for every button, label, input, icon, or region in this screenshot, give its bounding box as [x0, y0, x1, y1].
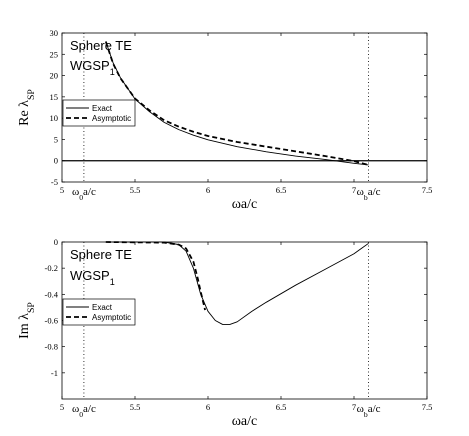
y-tick-label: -0.4 — [45, 289, 59, 299]
series-line-exact — [105, 241, 369, 325]
x-tick-label: 7.5 — [422, 185, 433, 195]
legend-box — [62, 99, 136, 127]
series-line-exact — [105, 41, 369, 166]
threshold-marker-label: ωba/c — [357, 403, 381, 419]
y-tick-label: -1 — [51, 368, 58, 378]
y-tick-label: 20 — [50, 71, 59, 81]
legend-label-asymptotic: Asymptotic — [92, 313, 131, 322]
annotation-wgsp: WGSP1 — [70, 268, 115, 287]
x-tick-label: 7 — [352, 185, 356, 195]
y-tick-label: -0.6 — [45, 316, 58, 326]
threshold-marker-label: ω0a/c — [72, 403, 96, 419]
x-tick-label: 6 — [206, 185, 210, 195]
threshold-marker-label: ω0a/c — [72, 186, 96, 202]
y-tick-label: -0.8 — [45, 342, 58, 352]
plot-frame — [61, 32, 428, 183]
y-tick-label: -5 — [51, 177, 58, 187]
threshold-marker-label: ωba/c — [357, 186, 381, 202]
x-tick-label: 6 — [206, 402, 210, 412]
annotation-sphere-te: Sphere TE — [70, 38, 132, 53]
x-tick-label: 5 — [60, 185, 64, 195]
y-tick-label: 25 — [50, 49, 59, 59]
y-tick-label: 30 — [50, 28, 59, 38]
series-line-asymptotic — [104, 41, 369, 166]
legend-label-exact: Exact — [92, 303, 113, 312]
x-tick-label: 7 — [352, 402, 356, 412]
legend-label-exact: Exact — [92, 104, 113, 113]
chart-panel-1: 5 5.5 6 6.5 7 7.5 -5 0 5 10 15 20 25 30 ω0a/c ωba/c Sphe… — [17, 28, 432, 212]
y-tick-label: 10 — [50, 113, 59, 123]
x-axis-label: ωa/c — [232, 414, 258, 429]
x-tick-label: 6.5 — [276, 402, 287, 412]
y-axis-label: Re λSP — [17, 89, 37, 126]
legend-box — [62, 298, 136, 326]
x-tick-label: 5.5 — [130, 402, 141, 412]
x-tick-label: 7.5 — [422, 402, 433, 412]
x-axis-label: ωa/c — [232, 197, 258, 212]
x-tick-label: 5 — [60, 402, 64, 412]
legend-label-asymptotic: Asymptotic — [92, 114, 131, 123]
annotation-wgsp: WGSP1 — [70, 58, 115, 77]
chart-panel-2: 5 5.5 6 6.5 7 7.5 0 -0.2 -0.4 -0.6 -0.8 -1 ω0a/c ωba/… — [17, 237, 432, 429]
x-tick-label: 5.5 — [130, 185, 141, 195]
y-tick-label: 0 — [54, 156, 58, 166]
series-line-asymptotic — [105, 241, 206, 311]
annotation-sphere-te: Sphere TE — [70, 247, 132, 262]
y-axis-label: Im λSP — [17, 302, 37, 339]
y-tick-label: 0 — [54, 237, 58, 247]
y-tick-label: -0.2 — [45, 263, 58, 273]
y-tick-label: 5 — [54, 134, 58, 144]
y-tick-label: 15 — [50, 92, 59, 102]
x-tick-label: 6.5 — [276, 185, 287, 195]
